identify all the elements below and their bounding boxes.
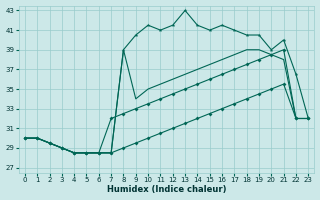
X-axis label: Humidex (Indice chaleur): Humidex (Indice chaleur) xyxy=(107,185,226,194)
